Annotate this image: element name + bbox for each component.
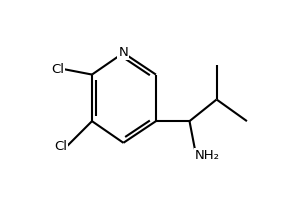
Text: N: N (118, 46, 128, 59)
Text: Cl: Cl (54, 140, 67, 152)
Text: NH₂: NH₂ (195, 149, 220, 162)
Text: Cl: Cl (51, 63, 64, 76)
